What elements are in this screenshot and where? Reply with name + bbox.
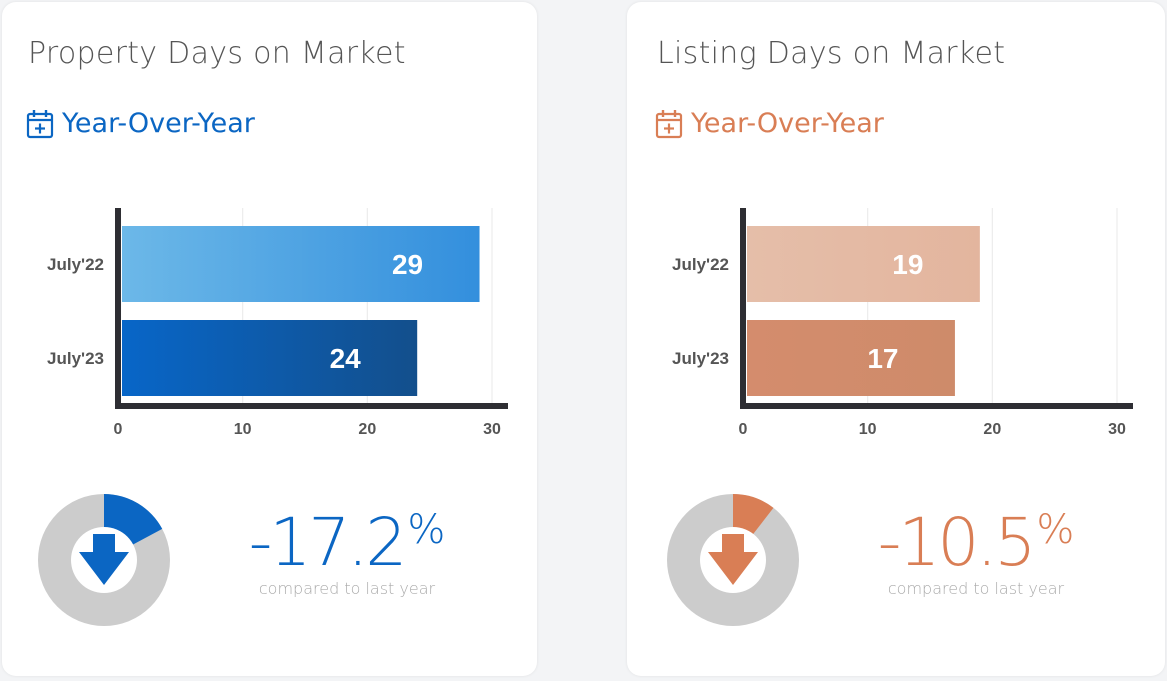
bar-value-label: 19 [892, 249, 923, 280]
card-title: Property Days on Market [28, 36, 406, 71]
tick-label: 20 [358, 421, 376, 438]
bar [747, 320, 955, 396]
subtitle-row: Year-Over-Year [655, 108, 884, 139]
tick-label: 10 [859, 421, 877, 438]
bar-value-label: 17 [867, 343, 898, 374]
change-block: -17.2% compared to last year [222, 490, 472, 598]
subtitle-row: Year-Over-Year [26, 108, 255, 139]
change-value-row: -17.2% [222, 490, 472, 583]
bar-value-label: 29 [392, 249, 423, 280]
tick-label: 0 [739, 421, 748, 438]
property-days-card: Property Days on Market Year-Over-Year 2… [2, 2, 537, 676]
bar-value-label: 24 [330, 343, 362, 374]
change-donut [667, 494, 799, 626]
bar [122, 320, 418, 396]
change-donut [38, 494, 170, 626]
tick-label: 0 [114, 421, 123, 438]
bar-chart: 29 July'22 24 July'23 0 10 20 30 [47, 208, 508, 438]
bar-chart: 19 July'22 17 July'23 0 10 20 30 [672, 208, 1133, 438]
percent-sign: % [407, 507, 446, 553]
bar [747, 226, 980, 302]
arrow-down-icon [79, 534, 129, 585]
change-value: -17.2 [248, 504, 408, 581]
tick-label: 30 [483, 421, 501, 438]
category-label: July'23 [47, 349, 104, 368]
tick-label: 20 [983, 421, 1001, 438]
subtitle: Year-Over-Year [62, 108, 255, 139]
change-value: -10.5 [877, 504, 1037, 581]
calendar-plus-icon [655, 109, 683, 139]
percent-sign: % [1036, 507, 1075, 553]
card-title: Listing Days on Market [657, 36, 1006, 71]
change-caption: compared to last year [887, 579, 1065, 598]
arrow-down-icon [708, 534, 758, 585]
category-label: July'23 [672, 349, 729, 368]
category-label: July'22 [47, 255, 104, 274]
bar [122, 226, 480, 302]
category-label: July'22 [672, 255, 729, 274]
tick-label: 10 [234, 421, 252, 438]
listing-days-card: Listing Days on Market Year-Over-Year 19… [627, 2, 1165, 676]
change-caption: compared to last year [258, 579, 436, 598]
tick-label: 30 [1108, 421, 1126, 438]
change-value-row: -10.5% [851, 490, 1101, 583]
calendar-plus-icon [26, 109, 54, 139]
subtitle: Year-Over-Year [691, 108, 884, 139]
change-block: -10.5% compared to last year [851, 490, 1101, 598]
